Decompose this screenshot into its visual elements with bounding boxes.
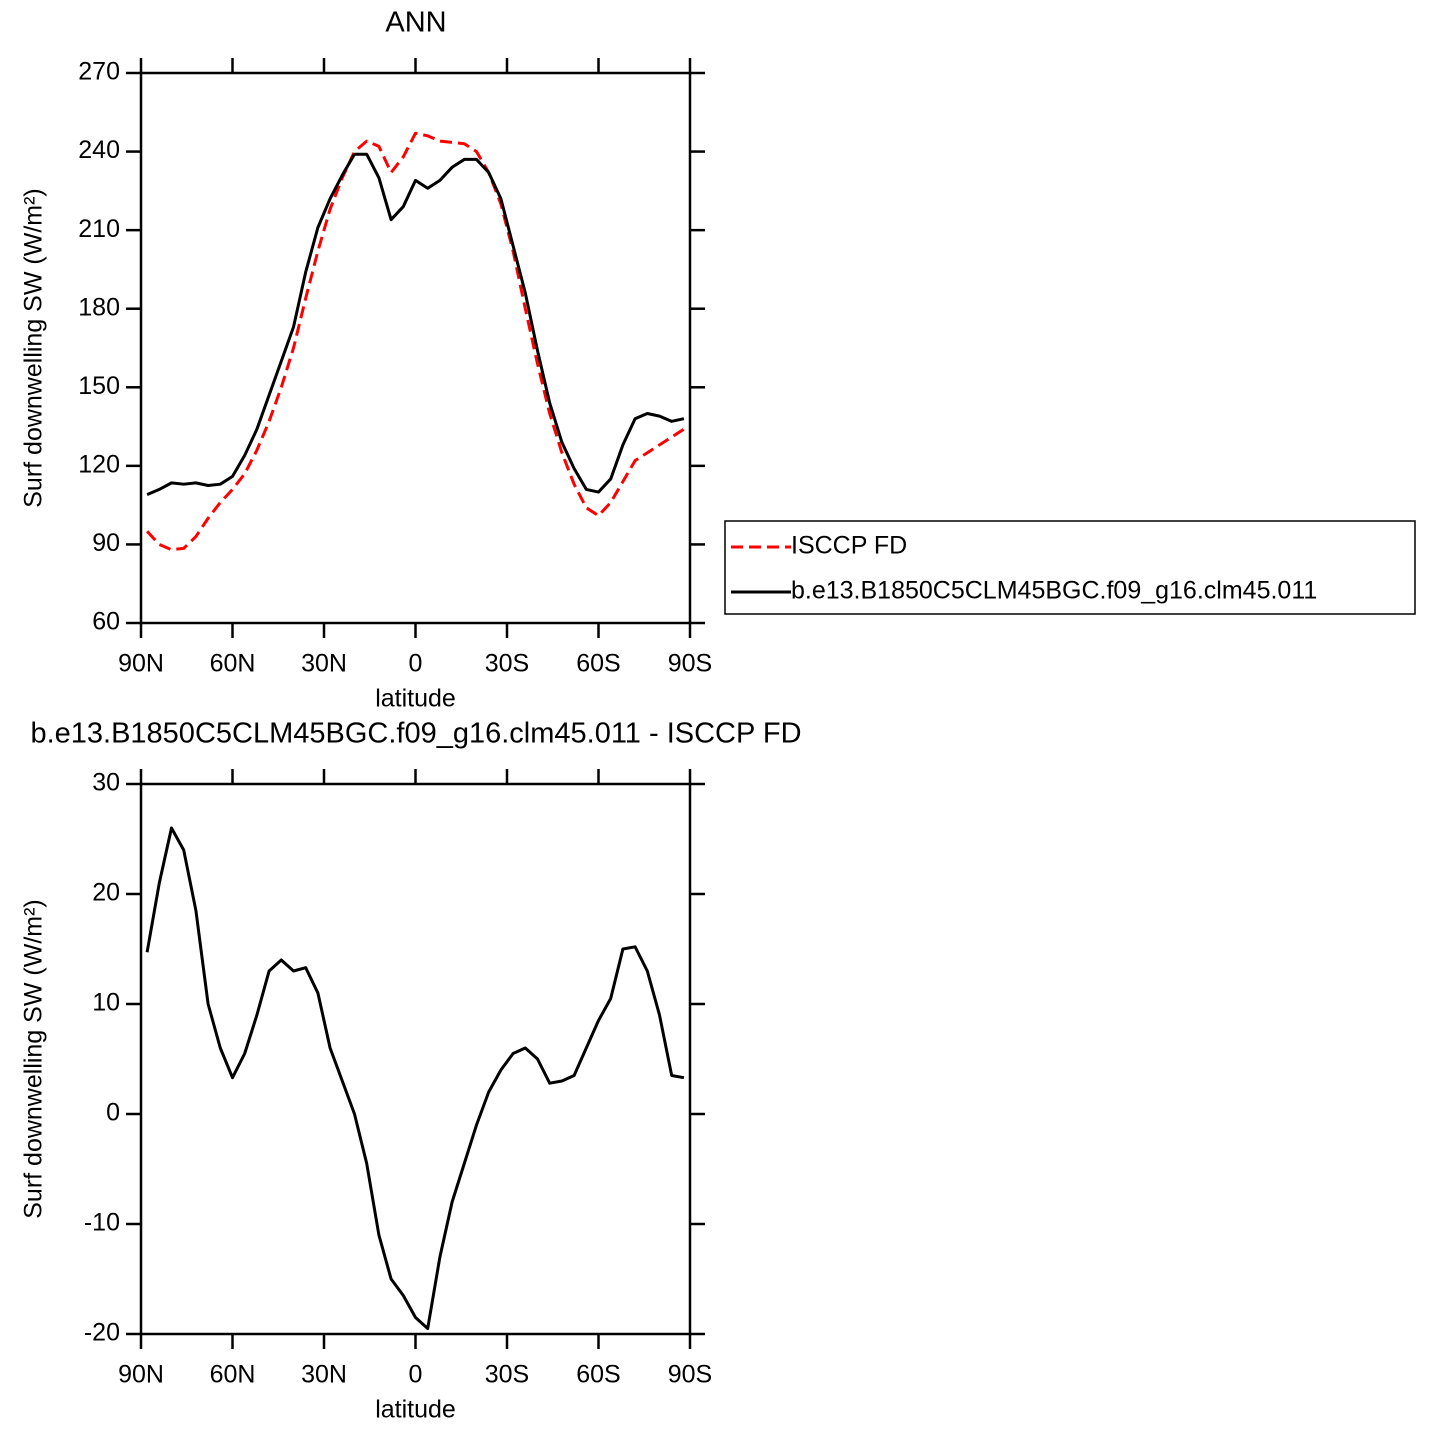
x-tick-label: 60S	[576, 1361, 620, 1389]
series-line	[146, 152, 685, 497]
y-tick-label: -10	[84, 1209, 120, 1237]
y-tick-label: 0	[106, 1099, 120, 1127]
plot-frame	[139, 71, 692, 625]
plot-frame	[139, 782, 692, 1336]
x-tick-label: 90S	[668, 1361, 712, 1389]
y-tick-label: 180	[78, 293, 120, 321]
y-tick-label: 150	[78, 372, 120, 400]
x-tick-label: 90S	[668, 650, 712, 678]
x-axis-label: latitude	[375, 1396, 456, 1424]
x-tick-label: 0	[409, 650, 423, 678]
y-tick-label: 270	[78, 58, 120, 86]
y-axis-label: Surf downwelling SW (W/m²)	[20, 188, 48, 508]
x-tick-label: 30N	[301, 1361, 347, 1389]
y-tick-label: 30	[92, 769, 120, 797]
legend-box	[724, 520, 1416, 615]
y-tick-label: -20	[84, 1319, 120, 1347]
y-tick-label: 120	[78, 450, 120, 478]
y-tick-label: 60	[92, 608, 120, 636]
x-tick-label: 0	[409, 1361, 423, 1389]
x-tick-label: 30N	[301, 650, 347, 678]
chart-title: b.e13.B1850C5CLM45BGC.f09_g16.clm45.011 …	[30, 718, 801, 750]
x-tick-label: 90N	[118, 650, 164, 678]
y-tick-label: 240	[78, 136, 120, 164]
y-tick-label: 20	[92, 879, 120, 907]
legend-label: b.e13.B1850C5CLM45BGC.f09_g16.clm45.011	[791, 577, 1317, 605]
legend-label: ISCCP FD	[791, 532, 907, 560]
x-tick-label: 90N	[118, 1361, 164, 1389]
y-tick-label: 10	[92, 989, 120, 1017]
x-tick-label: 60N	[210, 650, 256, 678]
y-tick-label: 90	[92, 529, 120, 557]
x-tick-label: 60N	[210, 1361, 256, 1389]
series-line	[145, 826, 685, 1330]
x-tick-label: 60S	[576, 650, 620, 678]
chart-title: ANN	[385, 7, 446, 39]
y-axis-label: Surf downwelling SW (W/m²)	[20, 899, 48, 1219]
x-axis-label: latitude	[375, 685, 456, 713]
series-line	[146, 131, 685, 552]
x-tick-label: 30S	[485, 1361, 529, 1389]
x-tick-label: 30S	[485, 650, 529, 678]
y-tick-label: 210	[78, 215, 120, 243]
